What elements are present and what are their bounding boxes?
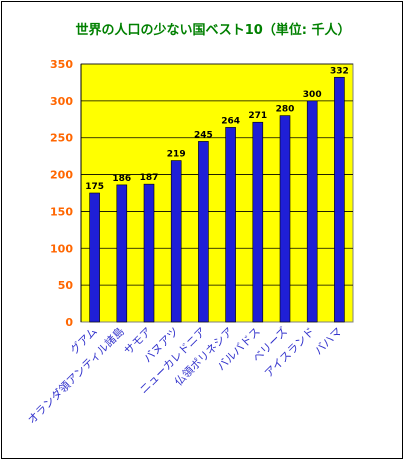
data-label: 280 <box>276 105 295 115</box>
bar <box>116 184 128 323</box>
bar <box>198 141 209 323</box>
bar <box>143 183 155 323</box>
y-tick-label: 50 <box>58 279 74 292</box>
data-label: 332 <box>330 66 349 76</box>
data-label: 271 <box>248 111 267 121</box>
data-label: 245 <box>194 130 213 140</box>
y-tick-label: 150 <box>50 205 73 218</box>
y-tick-label: 0 <box>65 316 73 329</box>
bar <box>252 121 264 323</box>
bar <box>334 76 345 323</box>
data-label: 187 <box>140 173 159 183</box>
bar <box>89 192 100 323</box>
x-tick-label: バハマ <box>312 325 345 358</box>
bar <box>306 100 318 323</box>
y-tick-label: 250 <box>50 132 73 145</box>
y-axis-ticks: 0 50 100 150 200 250 300 350 <box>50 58 73 329</box>
chart-title: 世界の人口の少ない国ベスト10（単位: 千人） <box>75 22 350 38</box>
bars <box>89 76 345 323</box>
data-label: 264 <box>221 116 240 126</box>
data-labels: 175 186 187 219 245 264 271 280 300 332 <box>85 66 349 192</box>
bar <box>225 127 236 323</box>
data-label: 186 <box>112 174 131 184</box>
y-tick-label: 100 <box>50 242 73 255</box>
data-label: 219 <box>167 150 186 160</box>
bar <box>170 160 182 323</box>
y-tick-label: 200 <box>50 169 73 182</box>
bar <box>279 115 291 323</box>
x-axis-ticks: グアムオランダ領アンティル諸島サモアバヌアツニューカレドニア仏領ポリネシアバルバ… <box>24 324 344 426</box>
data-label: 300 <box>303 90 322 100</box>
y-tick-label: 300 <box>50 95 73 108</box>
y-tick-label: 350 <box>50 58 73 71</box>
data-label: 175 <box>85 182 104 192</box>
